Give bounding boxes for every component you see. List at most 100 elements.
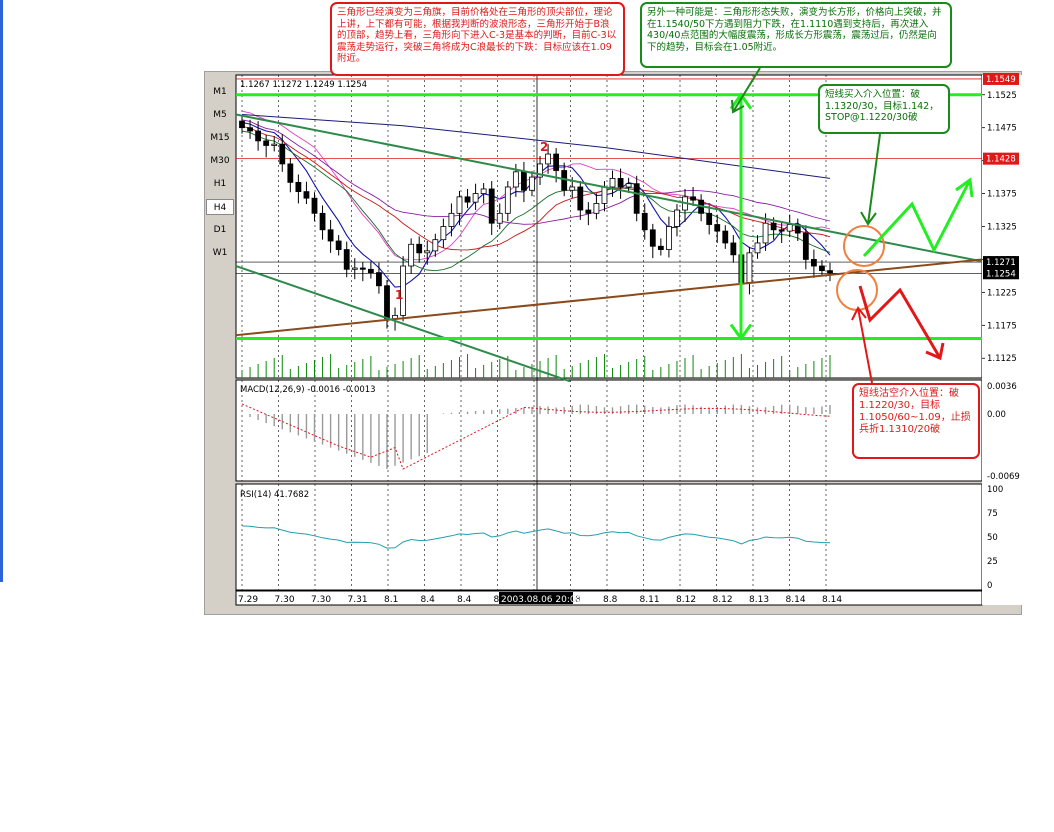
candle-bullish	[601, 186, 608, 204]
timeframe-h1[interactable]: H1	[213, 179, 227, 189]
candle-bullish	[408, 243, 415, 267]
candle-bullish	[512, 171, 519, 188]
ohlc-readout: 1.1267 1.1272 1.1249 1.1254	[240, 80, 367, 90]
buy-pointer-head	[860, 211, 877, 226]
timeframe-m30[interactable]: M30	[210, 156, 230, 166]
price-tick-label: 1.1325	[987, 223, 1017, 233]
buy-pointer	[867, 133, 881, 225]
price-tick-label: 1.1225	[987, 288, 1017, 298]
candle-bearish	[327, 229, 334, 242]
candle-bearish	[335, 240, 342, 250]
candle-bearish	[770, 222, 777, 231]
buy-entry-note-text: 短线买入介入位置：破1.1320/30，目标1.142，STOP@1.1220/…	[825, 89, 939, 123]
candle-bullish	[271, 143, 278, 146]
price-tag-label: 1.1549	[986, 75, 1016, 85]
candle-bullish	[432, 239, 439, 252]
candle-bearish	[464, 196, 471, 203]
buy-entry-note: 短线买入介入位置：破1.1320/30，目标1.142，STOP@1.1220/…	[818, 84, 950, 134]
candle-bullish	[786, 224, 793, 232]
candle-bearish	[303, 191, 310, 199]
candle-bearish	[367, 268, 374, 274]
candle-bullish	[762, 222, 769, 244]
note-pointer-green	[732, 67, 761, 113]
candle-bullish	[746, 252, 753, 283]
candle-bullish	[625, 183, 632, 188]
macd-tick-label: 0.0036	[987, 382, 1017, 392]
candle-bullish	[472, 193, 479, 203]
sell-pointer-head	[851, 306, 867, 321]
candle-bearish	[553, 153, 560, 171]
bullish-projection-path	[862, 179, 972, 258]
candle-bearish	[827, 270, 833, 274]
candle-bullish	[666, 226, 672, 250]
price-tick-label: 1.1375	[987, 190, 1017, 200]
date-label: 8.14	[786, 595, 806, 605]
price-tag-label: 1.1271	[986, 258, 1016, 268]
candle-bearish	[714, 224, 721, 232]
date-label: 7.30	[311, 595, 331, 605]
price-tick-label: 1.1525	[987, 91, 1017, 101]
date-label: 8.8	[567, 595, 582, 605]
range-arrow-head-down	[729, 323, 753, 342]
candle-bearish	[730, 242, 737, 256]
sell-pointer	[857, 307, 873, 384]
timeframe-h4[interactable]: H4	[206, 199, 234, 215]
rsi-tick-label: 75	[987, 509, 998, 519]
price-tag-label: 1.1254	[986, 269, 1016, 279]
price-tag-box	[983, 267, 1019, 280]
analysis-note-green-text: 另外一种可能是：三角形形态失败，演变为长方形，价格向上突破，并在1.1540/5…	[647, 7, 942, 53]
candle-bullish	[754, 242, 761, 254]
timeframe-w1[interactable]: W1	[212, 248, 228, 258]
sell-entry-note-text: 短线沽空介入位置：破1.1220/30，目标1.1050/60~1.09，止损兵…	[859, 388, 971, 435]
wave-label: 1	[395, 288, 403, 302]
candle-bearish	[255, 130, 262, 142]
macd-signal-line	[241, 403, 831, 470]
candle-bearish	[488, 188, 495, 224]
candle-bearish	[641, 212, 648, 231]
candle-bullish	[424, 250, 431, 254]
candle-bearish	[287, 163, 294, 183]
range-arrow-head-up	[729, 92, 753, 110]
price-tick-label: 1.1125	[987, 354, 1017, 364]
candle-bullish	[480, 188, 487, 194]
candle-bearish	[577, 186, 584, 211]
rsi-panel	[235, 483, 983, 591]
date-label: 8.4	[421, 595, 436, 605]
candle-bearish	[295, 181, 302, 192]
candle-bullish	[529, 176, 535, 191]
date-highlight-box	[499, 592, 573, 604]
bullish-projection-head	[955, 177, 974, 198]
candle-bearish	[376, 272, 382, 287]
macd-readout: MACD(12,26,9) -0.0016 -0.0013	[240, 385, 376, 395]
timeframe-m1[interactable]: M1	[213, 87, 227, 97]
price-tag-box	[983, 256, 1019, 269]
candle-bearish	[416, 243, 423, 254]
rsi-tick-label: 50	[987, 533, 998, 543]
wave-label: 2	[540, 140, 548, 154]
candle-bullish	[456, 196, 463, 214]
lower-triangle-line	[235, 258, 983, 337]
candle-bearish	[239, 120, 245, 129]
note-pointer-green-head	[731, 99, 745, 114]
candle-bullish	[593, 203, 600, 214]
candle-bearish	[521, 171, 527, 191]
timeframe-m5[interactable]: M5	[213, 110, 227, 120]
date-label: 8.1	[384, 595, 398, 605]
date-label: 8.12	[713, 595, 733, 605]
rsi-tick-label: 100	[987, 485, 1003, 495]
upper-triangle-line	[235, 113, 983, 263]
candle-bearish	[802, 232, 809, 260]
candle-bearish	[649, 229, 656, 247]
parallel-channel-line	[235, 265, 571, 383]
rsi-readout: RSI(14) 41.7682	[240, 490, 309, 500]
candle-bearish	[819, 265, 825, 272]
candle-bearish	[263, 140, 270, 146]
macd-tick-label: -0.0069	[987, 472, 1020, 482]
timeframe-m15[interactable]: M15	[210, 133, 230, 143]
candle-bearish	[778, 229, 785, 232]
candle-bullish	[609, 178, 616, 188]
timeframe-d1[interactable]: D1	[213, 225, 227, 235]
candle-bearish	[585, 209, 592, 214]
rsi-tick-label: 0	[987, 581, 992, 591]
candle-bearish	[657, 245, 664, 250]
